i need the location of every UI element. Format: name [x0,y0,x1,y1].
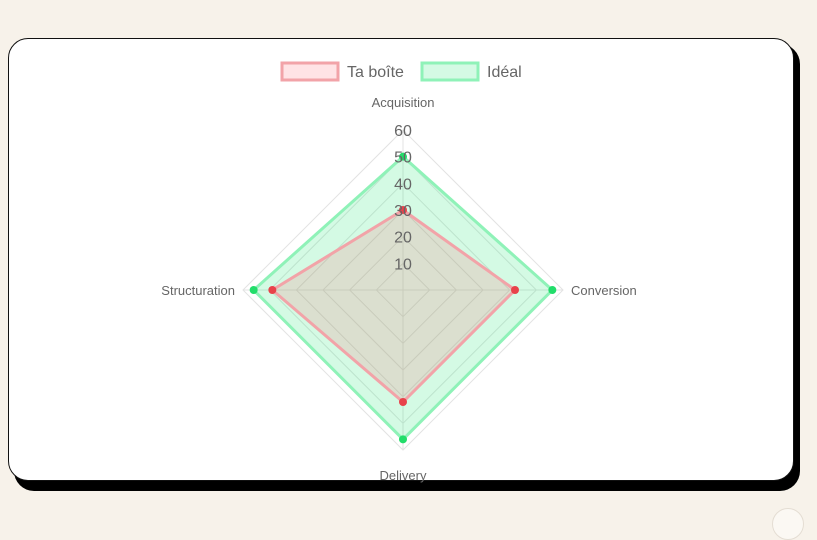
data-point [399,206,407,214]
data-point [249,286,258,294]
data-point [548,286,557,294]
legend-item-1[interactable]: Idéal [420,61,522,82]
data-point [399,435,407,444]
tick-label: 40 [394,176,412,193]
legend-item-0[interactable]: Ta boîte [280,61,404,82]
tick-label: 50 [394,150,412,167]
radar-series-layer [249,152,557,444]
legend: Ta boîte Idéal [280,61,522,82]
axis-label: Acquisition [372,95,435,110]
legend-label: Idéal [487,64,522,81]
axis-label: Conversion [571,283,637,298]
tick-label: 30 [394,203,412,220]
data-point [511,286,519,294]
data-point [268,286,277,294]
axis-labels: Acquisition Conversion Delivery Structurati… [161,95,636,483]
tick-label: 60 [394,123,412,140]
axis-label: Delivery [380,468,427,483]
data-point [399,152,407,161]
data-point [399,398,407,406]
legend-swatch [280,61,340,82]
radar-chart: 10 20 30 40 50 60 Acquisition Conversion Delive… [161,61,637,483]
radial-tick-labels: 10 20 30 40 50 60 [394,123,412,273]
legend-swatch [420,61,480,82]
tick-label: 20 [394,230,412,247]
legend-label: Ta boîte [347,64,404,81]
chart-card [8,38,794,481]
tick-label: 10 [394,256,412,273]
axis-label: Structuration [161,283,235,298]
